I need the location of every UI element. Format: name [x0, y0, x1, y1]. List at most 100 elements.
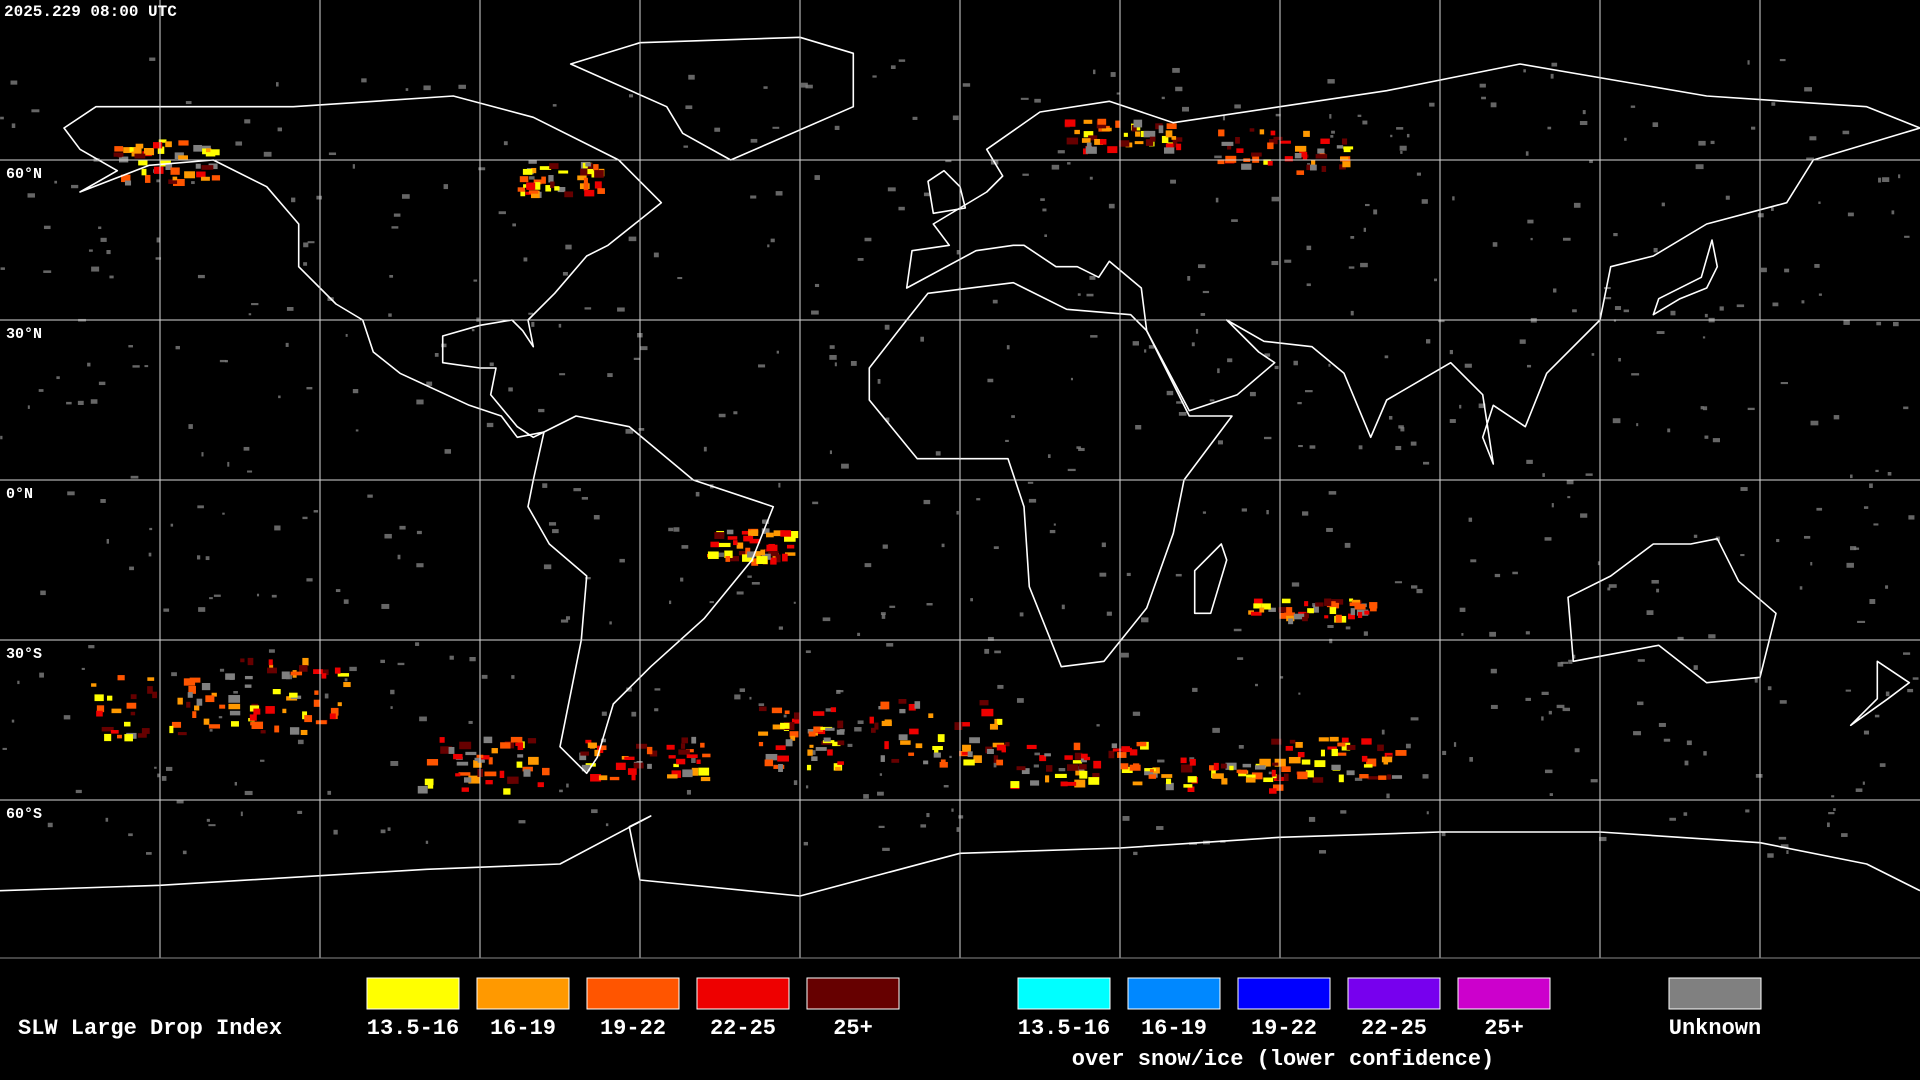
cloud-speck [1876, 321, 1882, 326]
cloud-speck [1441, 832, 1446, 837]
cloud-pixel [1267, 160, 1273, 166]
cloud-speck [1214, 155, 1222, 159]
cloud-speck [1853, 547, 1860, 550]
cloud-speck [443, 184, 449, 190]
cloud-speck [367, 494, 373, 498]
cloud-pixel [1341, 742, 1351, 751]
cloud-pixel [880, 701, 890, 710]
cloud-speck [1603, 287, 1611, 290]
cloud-pixel [1074, 129, 1080, 135]
cloud-speck [1633, 731, 1642, 736]
cloud-speck [1885, 691, 1890, 697]
cloud-speck [275, 82, 279, 87]
cloud-speck [691, 758, 696, 763]
cloud-pixel [517, 187, 526, 192]
cloud-pixel [1359, 774, 1369, 779]
cloud-pixel [1276, 774, 1282, 781]
cloud-speck [1293, 360, 1298, 366]
cloud-pixel [1281, 766, 1291, 773]
legend-title: SLW Large Drop Index [18, 1016, 282, 1041]
cloud-pixel [110, 730, 119, 734]
cloud-pixel [775, 745, 786, 751]
cloud-pixel [937, 734, 945, 743]
cloud-pixel [1221, 778, 1228, 785]
cloud-speck [1329, 114, 1332, 119]
cloud-pixel [784, 552, 796, 556]
cloud-speck [219, 668, 225, 672]
cloud-speck [1656, 588, 1660, 593]
cloud-pixel [152, 142, 163, 149]
cloud-speck [734, 694, 741, 700]
cloud-speck [416, 530, 422, 535]
cloud-speck [1512, 571, 1518, 575]
cloud-pixel [667, 774, 678, 779]
cloud-speck [1178, 411, 1187, 416]
cloud-pixel [1267, 142, 1274, 150]
cloud-pixel [967, 751, 973, 757]
cloud-pixel [725, 556, 731, 562]
cloud-pixel [1238, 769, 1248, 774]
cloud-speck [1804, 87, 1812, 92]
cloud-pixel [724, 550, 733, 558]
cloud-pixel [1377, 744, 1384, 752]
cloud-pixel [590, 774, 602, 782]
cloud-pixel [825, 727, 835, 731]
cloud-pixel [130, 694, 137, 700]
cloud-speck [805, 650, 811, 654]
cloud-pixel [240, 658, 245, 663]
cloud-speck [1542, 473, 1545, 477]
cloud-pixel [1259, 607, 1265, 613]
cloud-speck [1686, 740, 1692, 746]
cloud-pixel [1366, 758, 1377, 767]
cloud-speck [1879, 763, 1886, 767]
cloud-pixel [1187, 776, 1197, 783]
cloud-pixel [1133, 119, 1143, 128]
cloud-pixel [756, 556, 768, 565]
cloud-speck [251, 303, 259, 306]
cloud-speck [1297, 401, 1302, 405]
cloud-speck [128, 833, 133, 837]
cloud-pixel [1123, 132, 1128, 137]
cloud-pixel [194, 705, 200, 711]
cloud-speck [1090, 335, 1098, 338]
cloud-speck [1693, 534, 1698, 538]
cloud-speck [54, 180, 58, 184]
cloud-pixel [647, 763, 652, 769]
cloud-pixel [289, 727, 300, 735]
cloud-speck [733, 411, 738, 415]
cloud-pixel [517, 754, 524, 758]
cloud-pixel [1236, 148, 1244, 153]
cloud-speck [628, 94, 634, 98]
cloud-pixel [751, 529, 759, 536]
cloud-pixel [1074, 752, 1083, 760]
cloud-pixel [1093, 760, 1102, 769]
cloud-pixel [766, 544, 778, 552]
cloud-pixel [1238, 772, 1247, 777]
cloud-speck [1237, 657, 1244, 660]
cloud-speck [1850, 474, 1853, 479]
cloud-speck [1747, 407, 1755, 411]
cloud-speck [1264, 353, 1271, 357]
cloud-pixel [230, 721, 239, 727]
cloud-speck [767, 244, 770, 248]
cloud-pixel [424, 778, 434, 786]
cloud-pixel [1324, 615, 1329, 619]
cloud-speck [1238, 745, 1244, 749]
cloud-speck [248, 313, 252, 316]
cloud-speck [47, 822, 53, 828]
cloud-speck [882, 544, 888, 549]
cloud-speck [803, 841, 808, 846]
cloud-speck [834, 125, 840, 130]
cloud-speck [1034, 98, 1041, 103]
cloud-speck [653, 252, 659, 258]
cloud-speck [962, 83, 971, 87]
cloud-speck [1308, 816, 1316, 822]
cloud-speck [1298, 445, 1303, 448]
cloud-pixel [1149, 769, 1154, 773]
cloud-pixel [681, 737, 689, 744]
cloud-pixel [1259, 758, 1271, 767]
cloud-pixel [1072, 760, 1083, 764]
cloud-speck [1200, 313, 1206, 316]
cloud-speck [952, 115, 959, 121]
cloud-speck [1298, 692, 1301, 695]
